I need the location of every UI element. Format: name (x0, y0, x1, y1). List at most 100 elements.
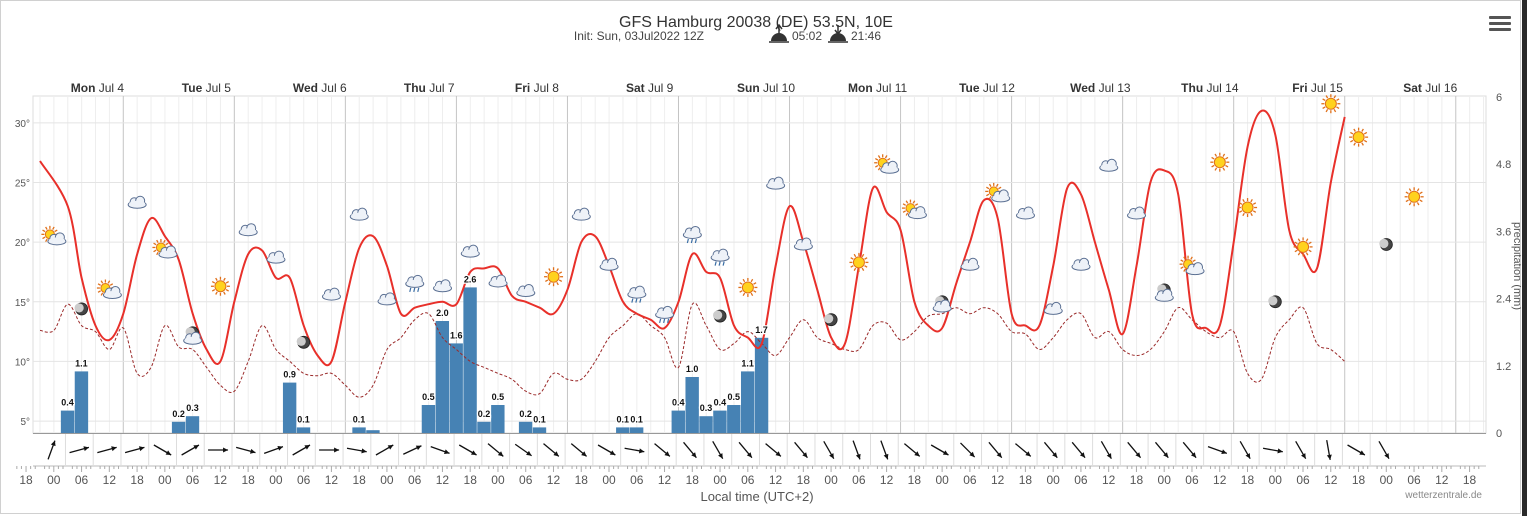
sun-icon (210, 276, 230, 296)
precip-tick-label: 0 (1496, 428, 1502, 440)
wind-arrow (1043, 441, 1058, 459)
precip-bar (754, 337, 769, 433)
wind-arrow (235, 446, 256, 454)
day-label: Sat Jul 16 (1403, 81, 1457, 95)
precip-value-label: 1.7 (755, 325, 768, 335)
hour-tick-label: 06 (519, 473, 533, 487)
wind-arrow (514, 443, 532, 457)
hour-tick-label: 12 (658, 473, 672, 487)
hour-tick-label: 06 (186, 473, 200, 487)
hour-tick-label: 00 (158, 473, 172, 487)
sun-icon (544, 267, 564, 287)
temperature-axis: 5° 10° 15° 20° 25° 30° (15, 119, 30, 428)
cloud-icon (127, 195, 147, 209)
sun-icon (1349, 127, 1369, 147)
hour-tick-label: 12 (880, 473, 894, 487)
cloud-icon (1015, 206, 1035, 220)
wind-arrow (69, 446, 90, 454)
wind-arrow (1127, 441, 1142, 459)
hour-tick-label: 06 (1074, 473, 1088, 487)
wind-arrow (1262, 447, 1283, 454)
hour-tick-label: 18 (575, 473, 589, 487)
precipitation-bars (60, 287, 769, 433)
wind-arrow (346, 447, 367, 454)
chart-title: GFS Hamburg 20038 (DE) 53.5N, 10E (619, 14, 893, 31)
precip-bar (282, 382, 297, 433)
precip-value-label: 0.1 (297, 414, 310, 424)
wind-arrow (47, 440, 56, 460)
hour-tick-label: 18 (352, 473, 366, 487)
hour-tick-label: 00 (935, 473, 949, 487)
hour-tick-label: 18 (908, 473, 922, 487)
precip-value-label: 1.0 (686, 364, 699, 374)
precip-bar (671, 410, 685, 433)
hour-tick-label: 12 (214, 473, 228, 487)
precip-value-label: 0.1 (617, 414, 630, 424)
hour-tick-label: 18 (130, 473, 144, 487)
hour-tick-label: 00 (1380, 473, 1394, 487)
wind-arrow (153, 444, 172, 456)
moon-icon (824, 313, 838, 327)
precip-bar (435, 321, 450, 433)
cloud-icon (433, 279, 453, 293)
temperature-line (39, 109, 1346, 367)
hour-tick-label: 06 (852, 473, 866, 487)
day-label: Wed Jul 13 (1070, 81, 1131, 95)
wind-arrow (570, 443, 588, 457)
suncloud-icon (874, 154, 900, 174)
wind-arrow (458, 444, 477, 456)
cloud-icon (599, 257, 619, 271)
precip-bar (449, 343, 463, 433)
menu-icon-bar (1489, 22, 1511, 25)
cloud-icon (932, 299, 952, 313)
hour-tick-label: 00 (269, 473, 283, 487)
precip-value-label: 1.6 (450, 330, 463, 340)
hour-tick-label: 00 (1046, 473, 1060, 487)
wind-arrow (97, 446, 117, 454)
wind-arrow (960, 442, 976, 458)
wind-arrow (292, 444, 311, 456)
precip-bar (463, 287, 477, 433)
hour-tick-label: 00 (824, 473, 838, 487)
precip-bar (352, 427, 366, 433)
wind-row (33, 433, 1486, 467)
credit-text: wetterzentrale.de (1404, 490, 1482, 501)
wind-arrow (1100, 441, 1112, 459)
temp-tick-label: 25° (15, 178, 30, 189)
cloud-icon (266, 250, 286, 264)
dewpoint-line (39, 302, 1346, 398)
precip-tick-label: 4.8 (1496, 159, 1511, 171)
cloud-icon (1071, 257, 1091, 271)
day-label: Tue Jul 12 (959, 81, 1015, 95)
hour-tick-label: 06 (963, 473, 977, 487)
menu-icon-bar (1489, 28, 1511, 31)
day-label: Thu Jul 7 (404, 81, 455, 95)
cloud-icon (1099, 158, 1119, 172)
hour-tick-label: 06 (1407, 473, 1421, 487)
hour-tick-label: 00 (380, 473, 394, 487)
hour-tick-label: 06 (408, 473, 422, 487)
init-text: Init: Sun, 03Jul2022 12Z (574, 29, 704, 43)
cloud-icon (183, 331, 203, 345)
day-label: Tue Jul 5 (182, 81, 231, 95)
wind-arrow (683, 441, 697, 459)
precip-bar (491, 405, 505, 433)
day-label: Thu Jul 14 (1181, 81, 1239, 95)
menu-button[interactable] (1489, 16, 1511, 34)
suncloud-icon (41, 225, 67, 246)
cloud-icon (377, 292, 397, 306)
wind-arrow (930, 444, 949, 456)
precip-bar (366, 430, 380, 433)
hour-tick-label: 06 (1185, 473, 1199, 487)
temperature-lines (39, 109, 1346, 398)
precip-bar (713, 410, 727, 433)
y-axis-right-label: precipitation (mm) (1511, 222, 1521, 310)
precip-value-label: 0.2 (172, 409, 185, 419)
cloud-icon (766, 176, 786, 190)
precip-value-label: 1.1 (741, 358, 754, 368)
wind-arrow (852, 440, 861, 460)
hour-tick-label: 06 (1296, 473, 1310, 487)
hour-tick-label: 12 (547, 473, 561, 487)
menu-icon-bar (1489, 16, 1511, 19)
